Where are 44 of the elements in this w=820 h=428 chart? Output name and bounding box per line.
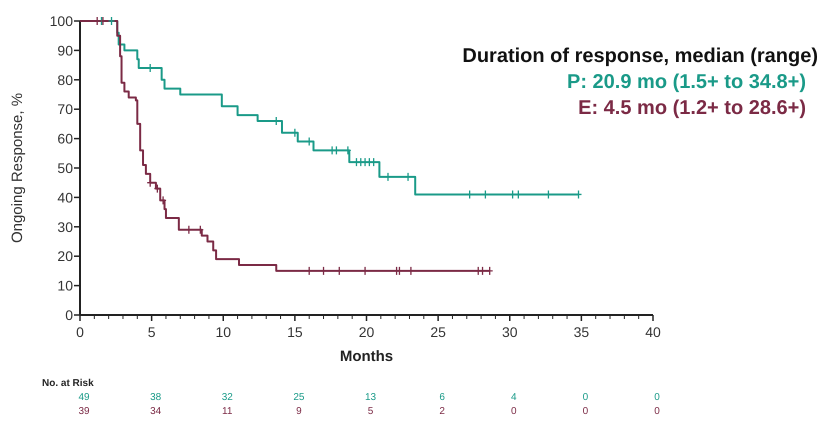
x-tick-label: 35 <box>574 324 590 340</box>
text: 5 <box>368 406 374 417</box>
x-tick-label: 40 <box>645 324 661 340</box>
x-tick-label: 5 <box>148 324 156 340</box>
legend-title: Duration of response, median (range) <box>462 45 818 67</box>
y-tick-label: 50 <box>57 160 74 176</box>
x-tick-label: 15 <box>287 324 303 340</box>
text: 4 <box>510 392 517 403</box>
y-tick-label: 70 <box>57 101 74 118</box>
text: 34 <box>150 406 162 417</box>
text: 0 <box>654 392 660 403</box>
text: 38 <box>150 392 162 403</box>
x-tick-label: 20 <box>358 324 374 340</box>
text: E: 4.5 mo (1.2+ to 28.6+) <box>578 97 806 119</box>
y-tick-label: 60 <box>57 130 74 147</box>
text: No. at Risk <box>42 378 94 389</box>
y-tick-label: 40 <box>57 189 74 206</box>
x-tick-label: 30 <box>502 324 518 340</box>
y-tick-label: 0 <box>65 307 74 323</box>
text: 39 <box>78 406 90 417</box>
text: P: 20.9 mo (1.5+ to 34.8+) <box>567 71 806 93</box>
text: 49 <box>78 392 90 403</box>
text: 11 <box>222 406 233 417</box>
y-tick-label: 10 <box>57 278 74 294</box>
x-axis-title: Months <box>340 348 394 365</box>
text: 0 <box>510 406 517 417</box>
text: 2 <box>439 406 446 417</box>
text: 6 <box>439 392 446 403</box>
text: 13 <box>364 392 376 403</box>
text: 9 <box>296 406 302 417</box>
text: 32 <box>222 392 234 403</box>
x-tick-label: 25 <box>430 324 446 340</box>
text: 25 <box>293 392 305 403</box>
x-tick-label: 10 <box>215 324 232 340</box>
text: 0 <box>582 406 589 417</box>
y-tick-label: 30 <box>57 218 74 235</box>
y-tick-label: 100 <box>50 13 74 29</box>
text: 0 <box>582 392 589 403</box>
y-tick-label: 90 <box>57 42 74 58</box>
x-tick-label: 0 <box>76 324 84 340</box>
text: 0 <box>654 406 660 417</box>
y-tick-label: 80 <box>57 72 74 88</box>
y-tick-label: 20 <box>57 248 74 264</box>
y-axis-title: Ongoing Response, % <box>9 92 26 244</box>
